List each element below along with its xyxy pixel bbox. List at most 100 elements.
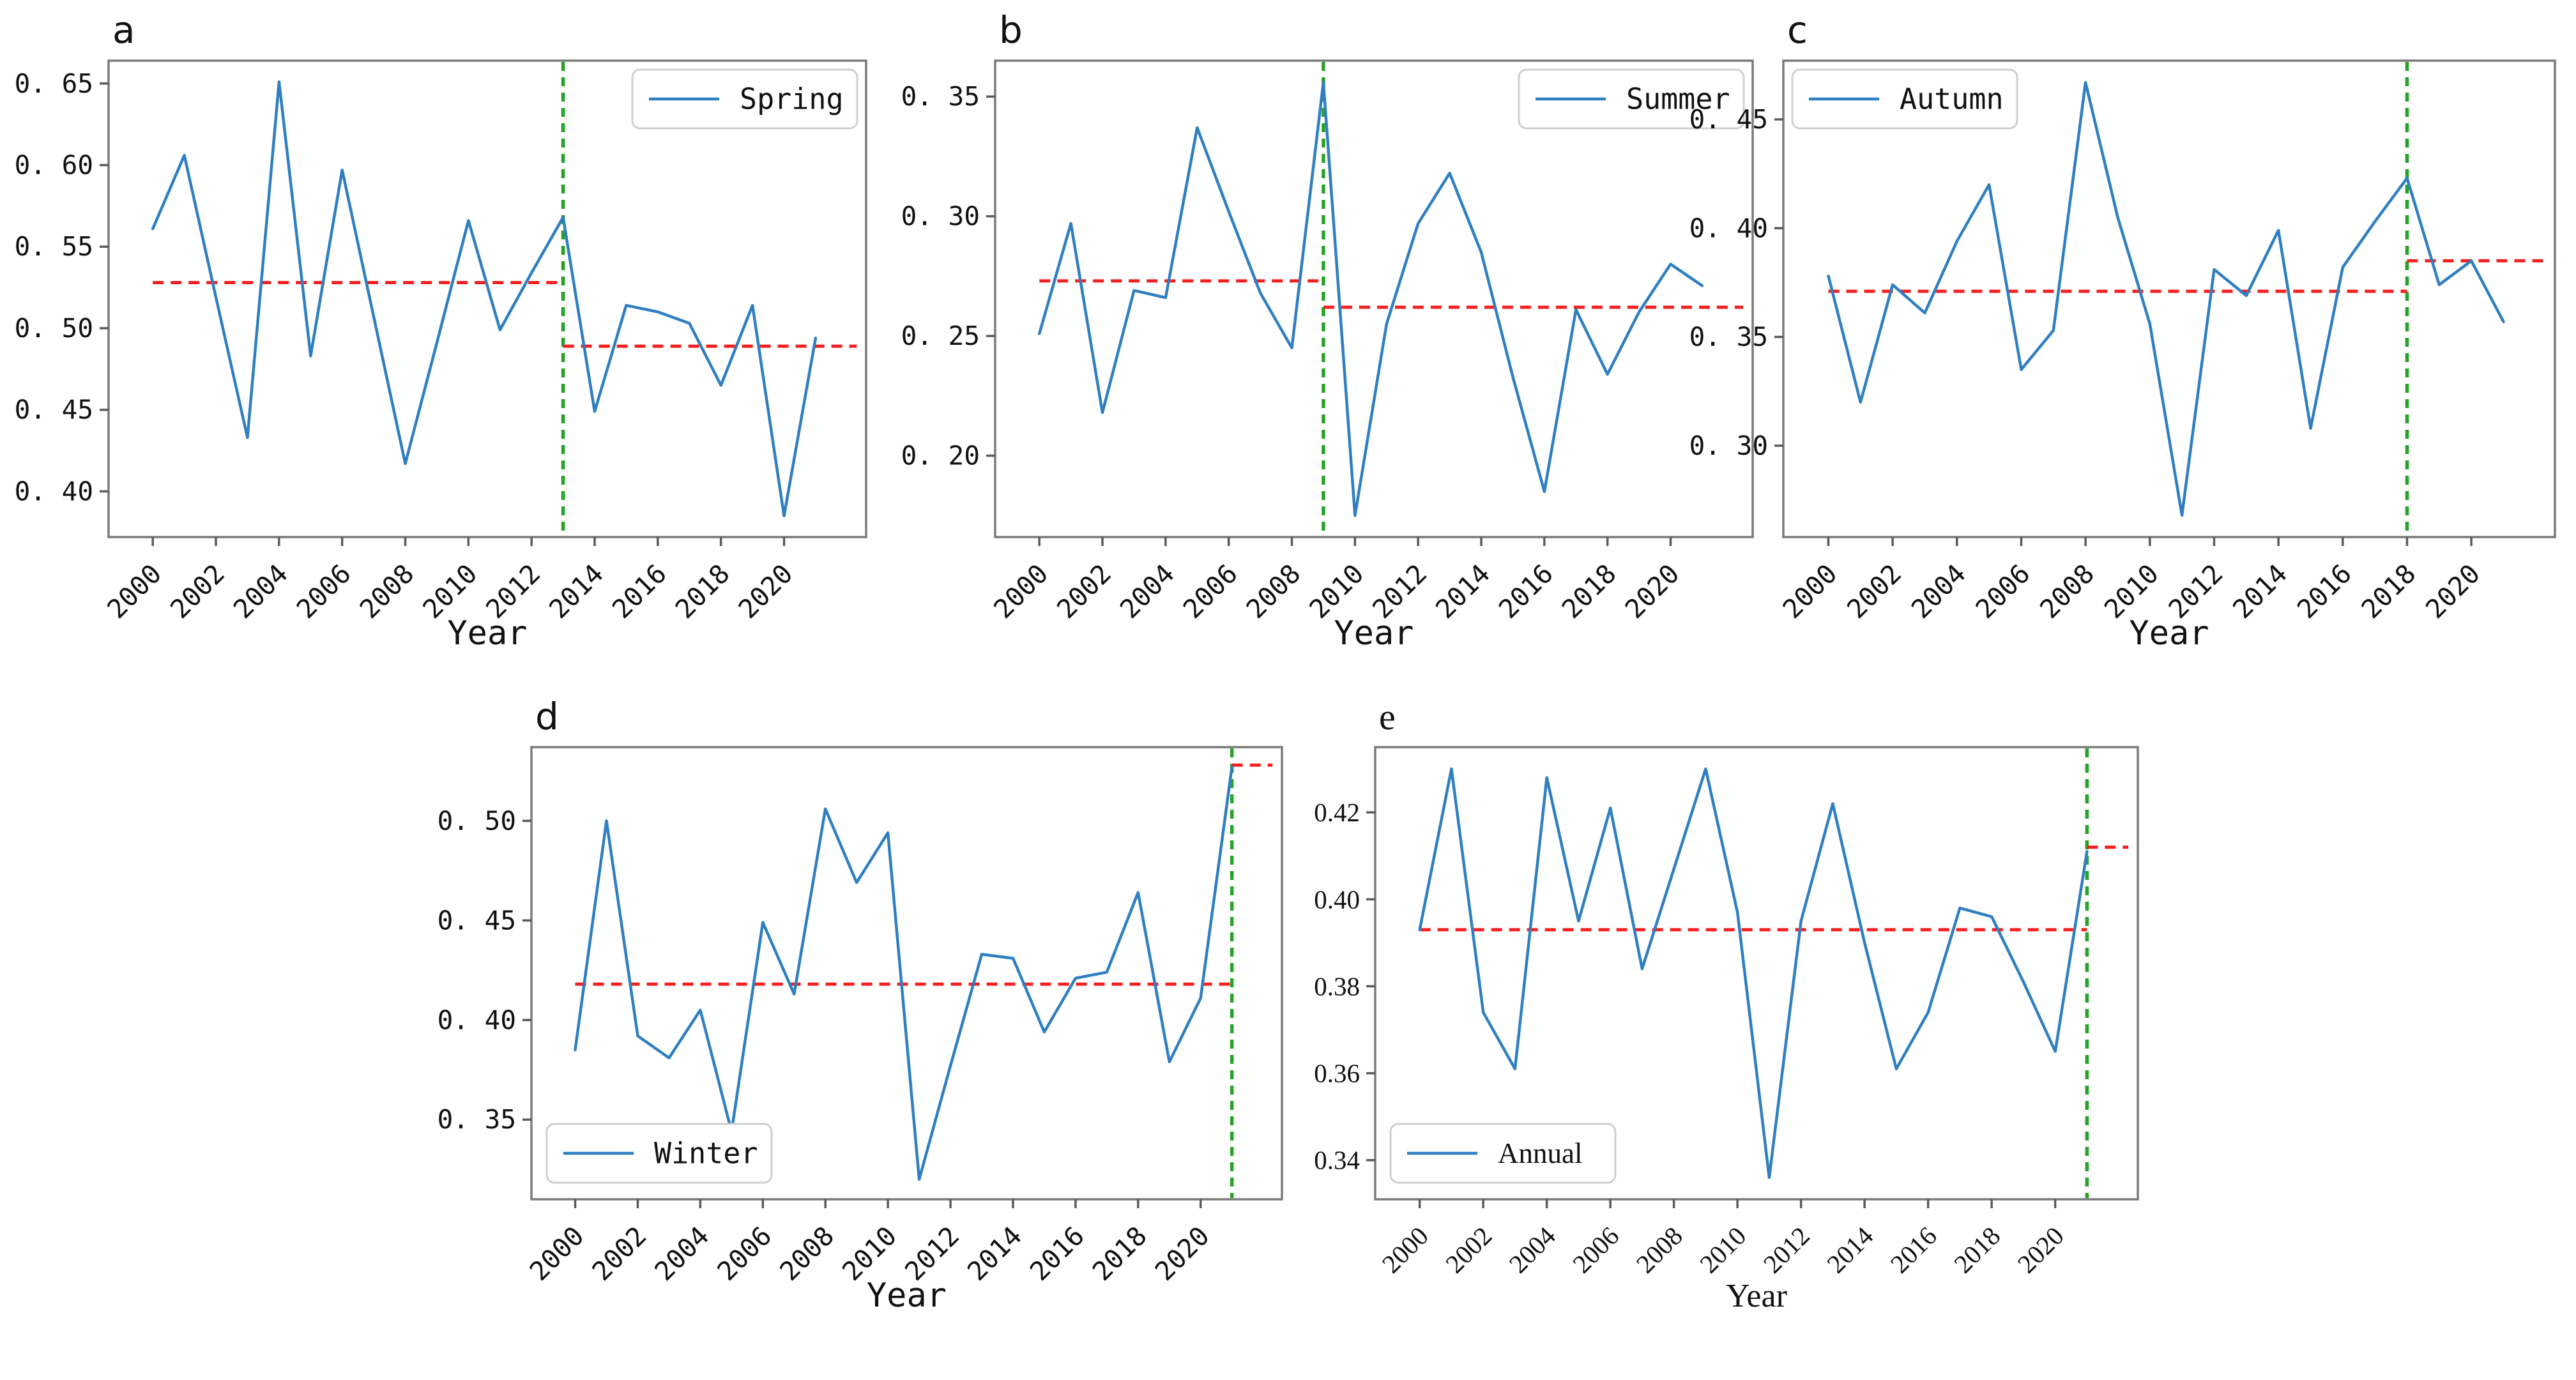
x-tick-label: 2016: [606, 558, 673, 625]
x-tick-label: 2008: [774, 1220, 841, 1287]
axes-frame: [1782, 59, 2556, 538]
legend-box: [545, 1123, 773, 1184]
x-tick-label: 2000: [1376, 1221, 1435, 1279]
y-tick-label: 0.42: [1314, 798, 1360, 827]
series-line-spring: [151, 80, 818, 518]
x-tick-label: 2000: [524, 1220, 590, 1287]
x-axis-title: Year: [447, 614, 527, 653]
x-tick-label: 2016: [1885, 1221, 1943, 1279]
x-tick-label: 2014: [2227, 558, 2293, 625]
x-tick-label: 2004: [227, 558, 294, 625]
x-tick-label: 2002: [586, 1220, 653, 1287]
x-tick-label: 2006: [291, 558, 357, 625]
legend-label: Spring: [740, 82, 844, 116]
x-axis-title: Year: [2129, 614, 2209, 653]
legend-label: Annual: [1498, 1137, 1582, 1169]
x-tick-label: 2006: [1177, 558, 1244, 625]
y-tick-label: 0. 45: [438, 905, 516, 936]
x-tick-label: 2008: [354, 558, 420, 625]
legend-box: [1791, 68, 2018, 130]
x-tick-label: 2002: [164, 558, 231, 625]
x-axis-title: Year: [1334, 614, 1414, 653]
panel-d: d 0. 35 0. 40 0. 45 0. 50 2000200220042006200…: [438, 695, 1283, 1315]
y-tick-label: 0. 60: [15, 150, 93, 181]
y-tick-label: 0. 50: [15, 313, 93, 344]
y-tick-label: 0. 20: [901, 441, 980, 471]
series-line-annual: [1418, 767, 2089, 1179]
legend-label: Winter: [654, 1137, 758, 1171]
x-tick-label: 2008: [2034, 558, 2100, 625]
legend-box: [1518, 68, 1745, 130]
x-tick-label: 2000: [1777, 558, 1843, 625]
x-tick-label: 2020: [733, 558, 799, 625]
x-tick-label: 2004: [1114, 558, 1180, 625]
y-tick-label: 0. 35: [438, 1104, 516, 1135]
x-tick-label: 2010: [1694, 1221, 1752, 1279]
y-tick-label: 0.36: [1314, 1059, 1360, 1088]
x-tick-label: 2002: [1440, 1221, 1498, 1279]
series-line-winter: [574, 765, 1233, 1181]
x-tick-label: 2014: [1821, 1221, 1879, 1279]
panel-letter: b: [999, 8, 1023, 52]
y-tick-label: 0. 30: [1689, 430, 1768, 461]
x-tick-label: 2006: [1567, 1221, 1625, 1279]
series-line-summer: [1037, 80, 1704, 517]
x-tick-label: 2016: [2291, 558, 2358, 625]
x-axis-title: Year: [867, 1277, 947, 1315]
y-tick-label: 0. 35: [901, 81, 980, 112]
legend-box: [1389, 1123, 1617, 1184]
y-tick-label: 0.38: [1314, 971, 1360, 1001]
x-tick-label: 2018: [1948, 1221, 2006, 1279]
panel-letter: a: [112, 8, 135, 52]
legend-label: Autumn: [1900, 82, 2004, 116]
legend-label: Summer: [1626, 82, 1730, 116]
x-tick-label: 2012: [1758, 1221, 1816, 1279]
y-tick-label: 0. 45: [1689, 104, 1768, 135]
x-tick-label: 2004: [1905, 558, 1972, 625]
y-tick-label: 0. 40: [15, 476, 93, 506]
x-tick-label: 2000: [101, 558, 167, 625]
x-tick-label: 2002: [1841, 558, 1907, 625]
y-tick-label: 0. 40: [1689, 213, 1768, 243]
x-tick-label: 2014: [543, 558, 609, 625]
y-tick-label: 0. 65: [15, 68, 93, 99]
y-tick-label: 0. 45: [15, 395, 93, 425]
panel-e: e 0.34 0.36 0.38 0.40 0.42 2000 2002 2004 2006 200…: [1314, 696, 2139, 1314]
panel-letter: e: [1379, 696, 1396, 738]
x-tick-label: 2016: [1493, 558, 1559, 625]
panel-letter: c: [1787, 8, 1808, 52]
x-tick-label: 2014: [1429, 558, 1496, 625]
x-axis-title: Year: [1726, 1278, 1787, 1314]
x-tick-label: 2020: [2420, 558, 2486, 625]
y-tick-label: 0. 50: [438, 805, 516, 836]
y-tick-label: 0.40: [1314, 884, 1360, 914]
legend-box: [631, 68, 858, 130]
y-tick-label: 0. 25: [901, 321, 980, 351]
panel-b: b 0. 20 0. 25 0. 30 0. 35 2000200220042006200…: [901, 8, 1754, 653]
y-tick-label: 0. 35: [1689, 322, 1768, 353]
panel-a: a0. 400. 450. 500. 550. 600. 65200020022…: [15, 8, 867, 653]
x-tick-label: 2018: [669, 558, 736, 625]
x-tick-label: 2004: [649, 1220, 715, 1287]
x-tick-label: 2020: [1149, 1220, 1216, 1287]
y-tick-label: 0. 40: [438, 1005, 516, 1035]
x-tick-label: 2008: [1240, 558, 1307, 625]
y-tick-label: 0. 30: [901, 201, 980, 232]
panel-c: c 0. 30 0. 35 0. 40 0. 45 2000200220042006200…: [1689, 8, 2556, 653]
series-line-autumn: [1827, 80, 2505, 517]
x-tick-label: 2004: [1504, 1221, 1562, 1279]
x-tick-label: 2018: [1086, 1220, 1153, 1287]
x-tick-label: 2020: [1619, 558, 1686, 625]
panel-letter: d: [535, 695, 559, 738]
axes-frame: [994, 59, 1754, 538]
x-tick-label: 2014: [961, 1220, 1028, 1287]
y-tick-label: 0.34: [1314, 1146, 1360, 1175]
x-tick-label: 2018: [1556, 558, 1622, 625]
x-tick-label: 2002: [1051, 558, 1117, 625]
y-tick-label: 0. 55: [15, 231, 93, 262]
axes-frame: [107, 59, 867, 538]
x-tick-label: 2006: [1970, 558, 2036, 625]
x-tick-label: 2000: [987, 558, 1054, 625]
